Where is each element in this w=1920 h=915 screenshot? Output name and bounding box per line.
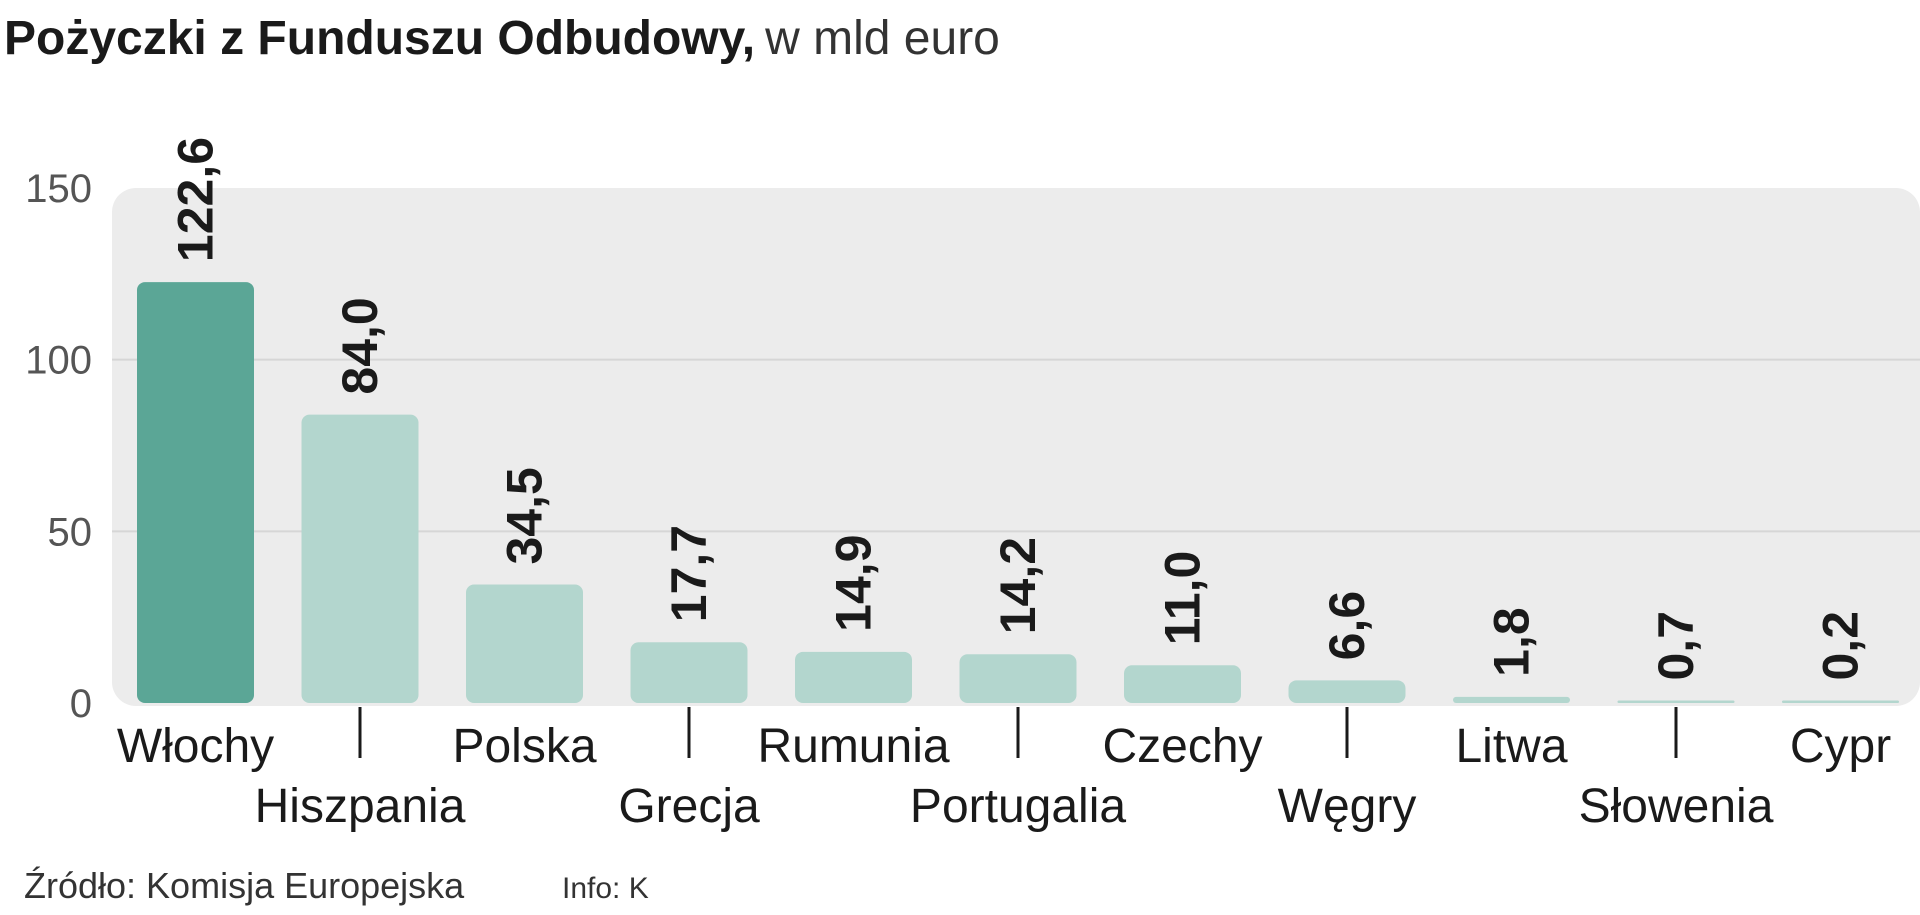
value-label: 6,6 [1319, 591, 1375, 661]
value-label: 11,0 [1155, 551, 1211, 646]
x-axis: Włochy Hiszpania Polska Grecja Rumunia Portug… [117, 707, 1891, 833]
value-label: 84,0 [332, 297, 388, 394]
value-labels: 122,6 84,0 34,5 17,7 14,9 14,2 11,0 6,6 1,8 0,7 0,… [168, 137, 1869, 681]
category-label: Cypr [1790, 720, 1891, 773]
category-label: Czechy [1102, 720, 1262, 773]
category-label: Węgry [1278, 780, 1417, 833]
bar [1288, 680, 1406, 703]
bar [630, 642, 748, 703]
value-label: 122,6 [168, 137, 224, 262]
plot-background [112, 188, 1920, 706]
category-label: Słowenia [1579, 780, 1774, 833]
bar [1617, 700, 1735, 703]
category-label: Włochy [117, 720, 274, 773]
category-label: Polska [452, 720, 596, 773]
chart-title-main: Pożyczki z Funduszu Odbudowy, [4, 12, 755, 65]
bar [1124, 665, 1241, 703]
y-axis: 0 50 100 150 [25, 167, 92, 726]
category-label: Portugalia [910, 780, 1126, 833]
bars [137, 282, 1899, 703]
bar [1453, 696, 1570, 703]
bar [959, 654, 1077, 703]
value-label: 1,8 [1484, 607, 1540, 677]
bar [1782, 700, 1899, 703]
category-label: Grecja [618, 780, 760, 833]
bar [137, 282, 254, 703]
category-label: Rumunia [757, 720, 949, 773]
chart-title: Pożyczki z Funduszu Odbudowy, w mld euro [4, 12, 1000, 65]
y-tick-label: 50 [48, 510, 93, 554]
category-label: Litwa [1455, 720, 1567, 773]
credit-text: Info: K [562, 872, 649, 905]
category-label: Hiszpania [255, 780, 466, 833]
value-label: 14,2 [990, 537, 1046, 634]
source-text: Źródło: Komisja Europejska [24, 865, 465, 906]
value-label: 14,9 [826, 535, 882, 632]
chart-subtitle: w mld euro [764, 12, 1000, 65]
y-tick-label: 100 [25, 339, 92, 383]
bar [795, 651, 912, 703]
y-tick-label: 150 [25, 167, 92, 211]
bar [466, 584, 583, 703]
value-label: 0,2 [1813, 611, 1869, 681]
value-label: 17,7 [661, 525, 717, 622]
value-label: 34,5 [497, 467, 553, 564]
y-tick-label: 0 [70, 682, 92, 726]
bar [301, 414, 419, 703]
value-label: 0,7 [1648, 611, 1704, 681]
